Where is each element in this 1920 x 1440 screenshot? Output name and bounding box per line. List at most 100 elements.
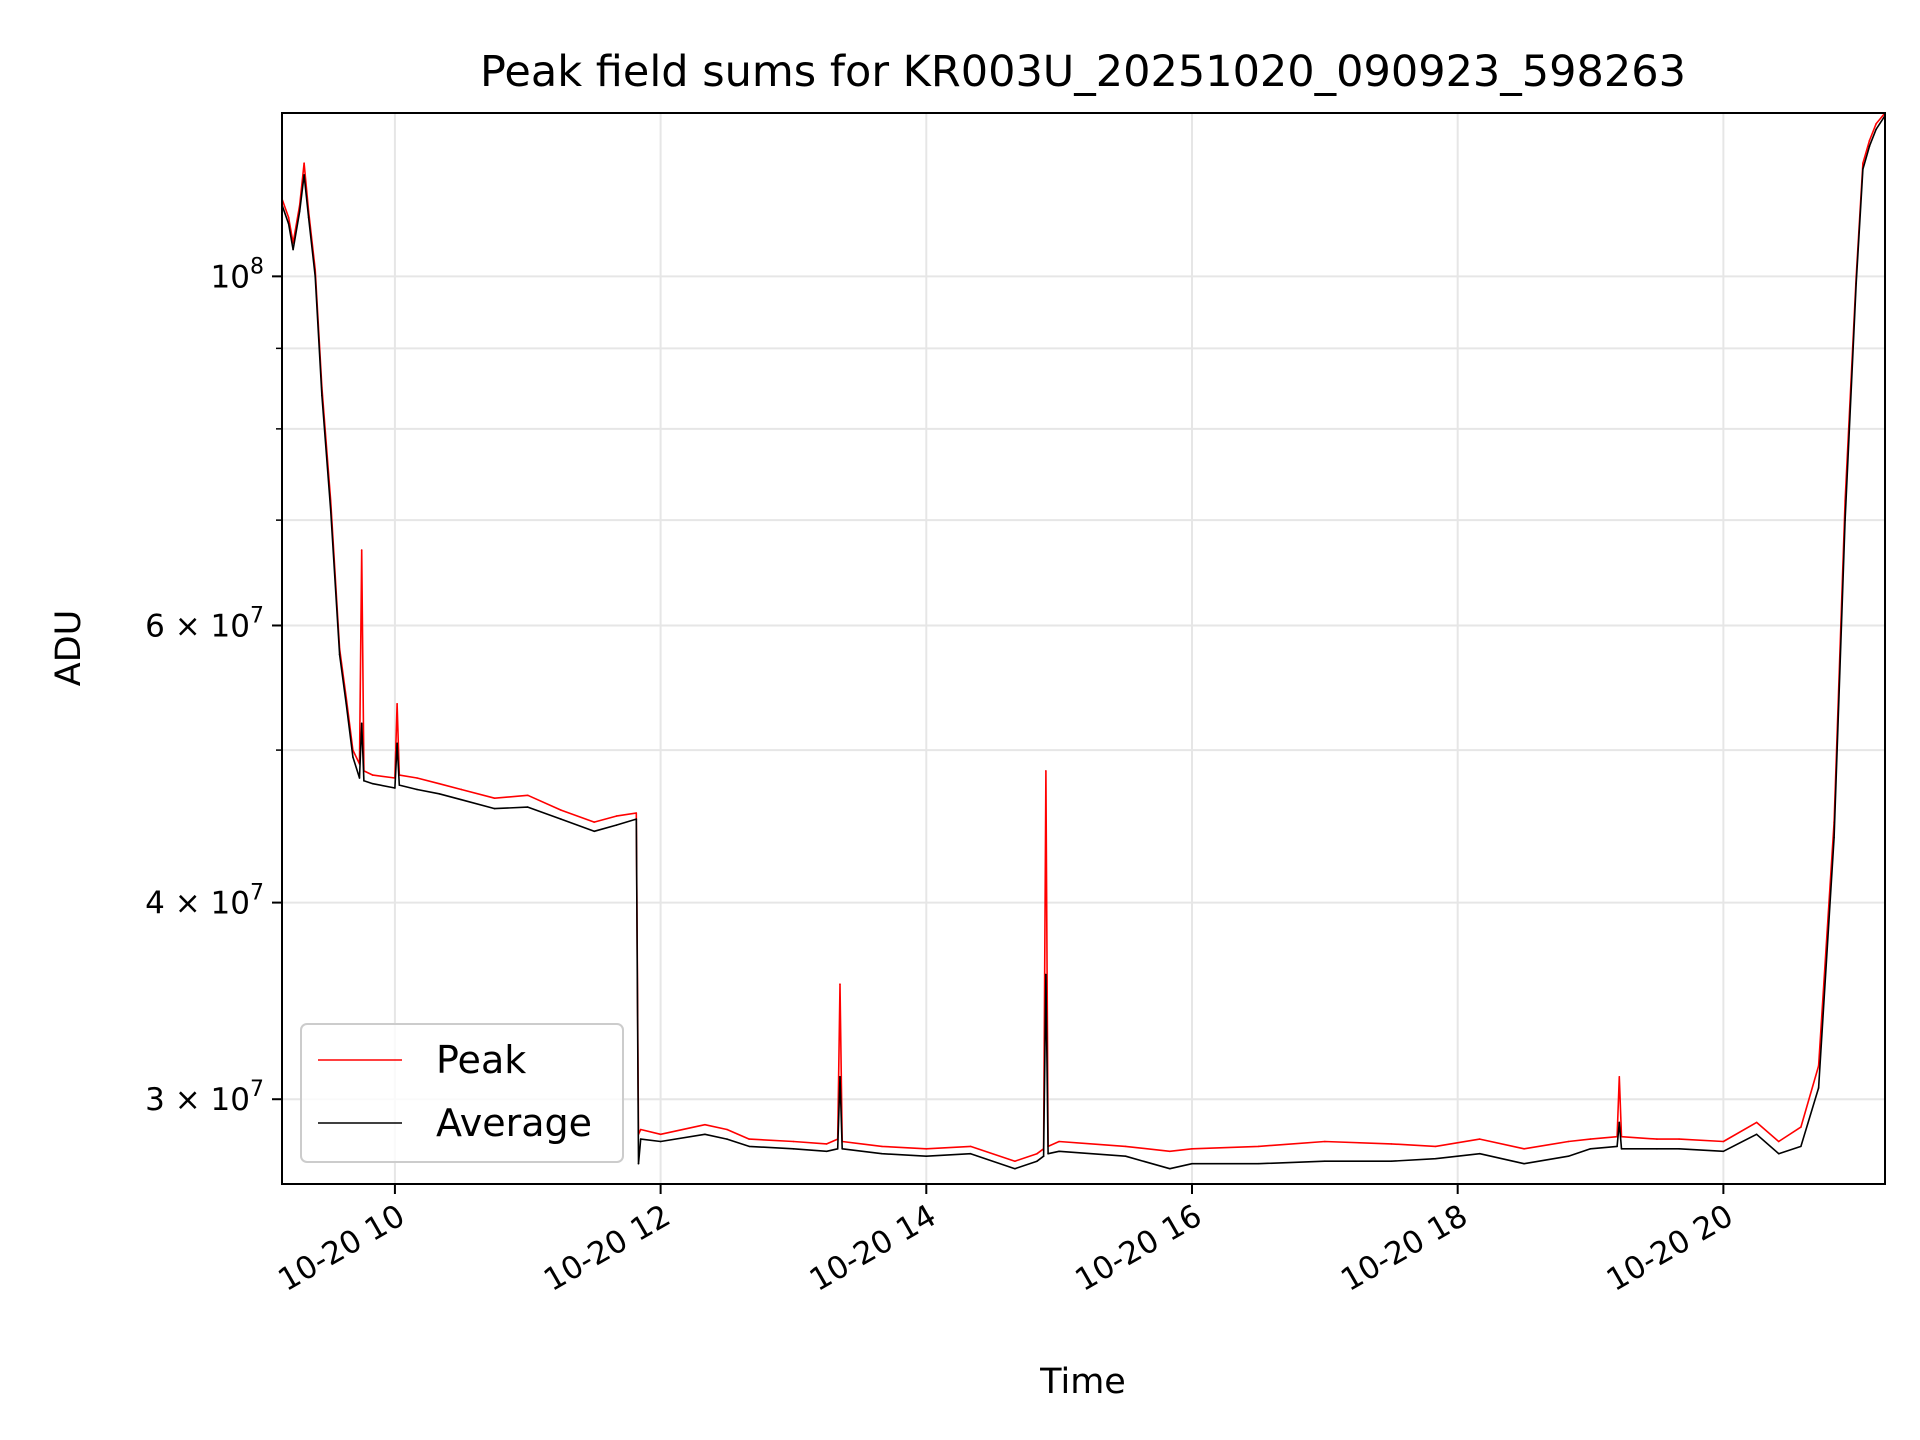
data-point-peak xyxy=(460,788,463,791)
data-point-average xyxy=(292,248,294,251)
data-point-peak xyxy=(526,794,529,797)
plot-series xyxy=(281,112,1886,1170)
data-point-average xyxy=(1855,282,1858,285)
data-point-average xyxy=(635,818,638,820)
data-point-average xyxy=(1479,1152,1481,1155)
data-point-average xyxy=(371,782,374,785)
data-point-peak xyxy=(1045,770,1047,772)
legend-box xyxy=(300,1023,624,1163)
data-point-average xyxy=(637,1162,640,1165)
data-point-average xyxy=(1324,1160,1326,1162)
data-point-average xyxy=(394,787,396,789)
data-point-peak xyxy=(1755,1121,1758,1124)
data-point-average xyxy=(825,1150,828,1153)
data-point-peak xyxy=(839,983,841,985)
data-point-average xyxy=(836,1148,839,1150)
data-point-average xyxy=(1868,145,1871,147)
data-point-peak xyxy=(969,1145,972,1148)
data-point-average xyxy=(396,742,398,745)
legend: Peak Average xyxy=(300,1023,624,1163)
data-point-peak xyxy=(1324,1140,1326,1143)
data-point-peak xyxy=(1800,1126,1802,1128)
data-point-average xyxy=(639,1138,642,1140)
data-point-peak xyxy=(493,797,496,800)
data-point-average xyxy=(1047,1152,1049,1155)
data-point-average xyxy=(1257,1162,1260,1165)
y-tick-label: 3 × 107 xyxy=(145,1077,264,1118)
data-point-peak xyxy=(1567,1140,1570,1143)
data-point-average xyxy=(460,798,463,801)
data-point-peak xyxy=(881,1145,883,1148)
chart-title: Peak field sums for KR003U_20251020_0909… xyxy=(480,47,1686,97)
data-point-peak xyxy=(416,777,418,779)
data-point-peak xyxy=(1058,1140,1060,1143)
data-point-average xyxy=(438,793,441,795)
data-point-average xyxy=(1817,1087,1820,1089)
data-point-average xyxy=(314,275,317,278)
data-point-peak xyxy=(704,1123,706,1126)
data-point-average xyxy=(1045,973,1047,976)
legend-label-peak: Peak xyxy=(436,1038,526,1082)
data-point-average xyxy=(321,394,323,397)
data-point-peak xyxy=(748,1138,750,1140)
data-point-peak xyxy=(635,812,638,814)
data-point-average xyxy=(1616,1145,1618,1148)
data-point-average xyxy=(1434,1157,1437,1160)
data-point-average xyxy=(526,806,529,808)
data-point-average xyxy=(1191,1162,1193,1165)
data-point-average xyxy=(307,216,310,219)
data-point-peak xyxy=(396,703,398,705)
data-point-average xyxy=(1589,1148,1592,1150)
data-point-peak xyxy=(1124,1145,1127,1148)
data-point-average xyxy=(1523,1162,1525,1165)
data-point-average xyxy=(329,509,332,512)
data-point-peak xyxy=(1169,1150,1171,1153)
data-point-average xyxy=(338,653,341,656)
data-point-average xyxy=(493,807,496,810)
data-point-average xyxy=(1777,1152,1780,1155)
data-point-average xyxy=(726,1138,728,1140)
data-point-average xyxy=(1390,1160,1393,1162)
data-point-average xyxy=(1058,1150,1060,1153)
data-point-average xyxy=(1567,1155,1570,1158)
data-point-average xyxy=(704,1133,706,1136)
data-point-peak xyxy=(1875,123,1877,125)
data-point-average xyxy=(593,830,595,833)
data-point-peak xyxy=(1817,1065,1820,1067)
x-axis-label: Time xyxy=(1039,1362,1126,1402)
data-point-peak xyxy=(1014,1160,1016,1162)
data-point-peak xyxy=(615,815,618,817)
data-point-average xyxy=(1042,1155,1045,1158)
data-point-average xyxy=(1169,1167,1171,1170)
data-point-average xyxy=(1620,1148,1623,1150)
data-point-average xyxy=(352,756,354,758)
y-axis-label: ADU xyxy=(49,610,89,687)
data-point-peak xyxy=(593,821,595,823)
data-point-peak xyxy=(438,782,441,785)
data-point-average xyxy=(560,818,562,820)
data-point-average xyxy=(287,222,290,225)
data-point-average xyxy=(839,1076,841,1078)
legend-label-average: Average xyxy=(436,1101,592,1145)
data-point-average xyxy=(748,1145,750,1148)
data-point-peak xyxy=(1678,1138,1680,1140)
data-point-average xyxy=(398,784,401,786)
data-point-average xyxy=(363,780,365,782)
data-point-average xyxy=(841,1148,843,1150)
series-line-average xyxy=(281,115,1886,1170)
data-point-peak xyxy=(1722,1140,1725,1143)
data-point-average xyxy=(925,1155,928,1158)
data-point-peak xyxy=(1257,1145,1260,1148)
data-point-average xyxy=(1618,1121,1621,1124)
data-point-peak xyxy=(1191,1148,1193,1150)
data-point-peak xyxy=(303,162,305,165)
plot-frame xyxy=(281,112,1886,1185)
data-point-average xyxy=(1844,519,1846,521)
data-point-average xyxy=(1875,128,1877,131)
data-point-peak xyxy=(1479,1138,1481,1140)
data-point-peak xyxy=(1777,1140,1780,1143)
data-point-average xyxy=(1862,168,1864,170)
data-point-average xyxy=(1755,1133,1758,1136)
